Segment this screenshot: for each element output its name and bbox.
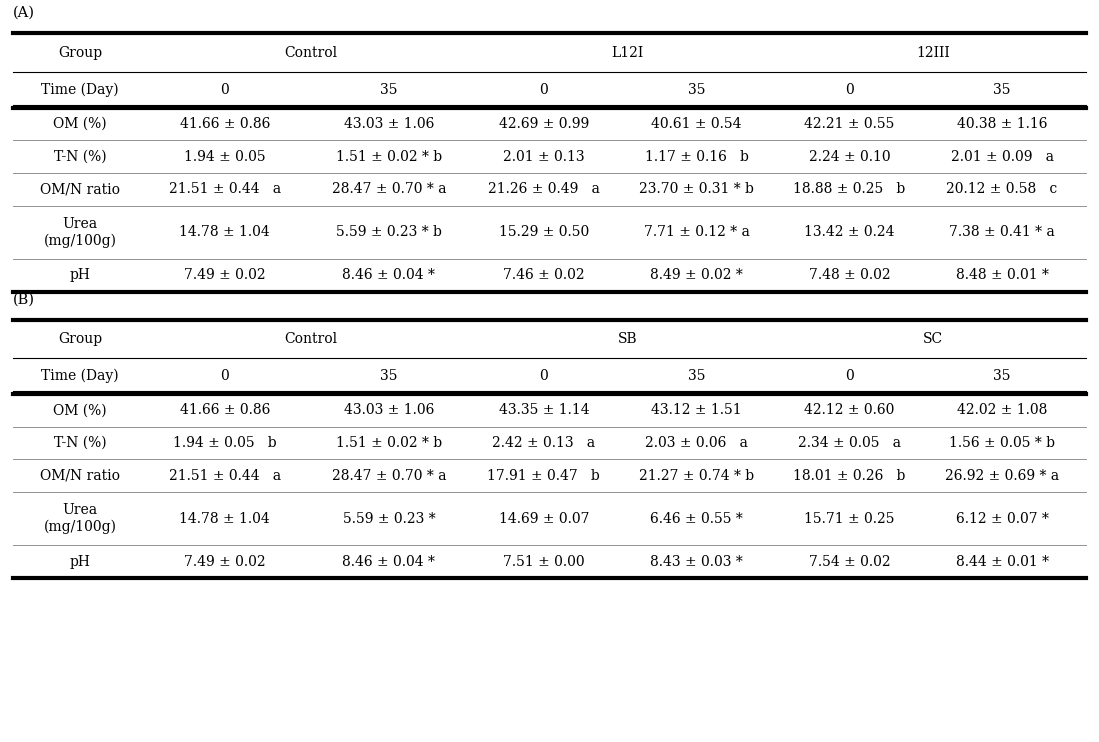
Text: 7.54 ± 0.02: 7.54 ± 0.02: [809, 555, 890, 568]
Text: 35: 35: [688, 370, 706, 383]
Text: 2.34 ± 0.05   a: 2.34 ± 0.05 a: [798, 436, 901, 450]
Text: 8.46 ± 0.04 *: 8.46 ± 0.04 *: [343, 269, 435, 282]
Text: SB: SB: [618, 332, 637, 346]
Text: 2.01 ± 0.13: 2.01 ± 0.13: [503, 150, 585, 163]
Text: (A): (A): [13, 6, 35, 20]
Text: 43.03 ± 1.06: 43.03 ± 1.06: [344, 117, 434, 131]
Text: 15.71 ± 0.25: 15.71 ± 0.25: [804, 512, 895, 525]
Text: 8.44 ± 0.01 *: 8.44 ± 0.01 *: [956, 555, 1048, 568]
Text: 7.46 ± 0.02: 7.46 ± 0.02: [503, 269, 585, 282]
Text: 0: 0: [845, 83, 854, 96]
Text: 8.48 ± 0.01 *: 8.48 ± 0.01 *: [956, 269, 1048, 282]
Text: 42.02 ± 1.08: 42.02 ± 1.08: [957, 404, 1047, 417]
Text: 20.12 ± 0.58   c: 20.12 ± 0.58 c: [946, 183, 1057, 196]
Text: 14.69 ± 0.07: 14.69 ± 0.07: [499, 512, 589, 525]
Text: 5.59 ± 0.23 * b: 5.59 ± 0.23 * b: [336, 226, 442, 239]
Text: 13.42 ± 0.24: 13.42 ± 0.24: [804, 226, 895, 239]
Text: 7.48 ± 0.02: 7.48 ± 0.02: [809, 269, 890, 282]
Text: OM (%): OM (%): [53, 117, 107, 131]
Text: 14.78 ± 1.04: 14.78 ± 1.04: [179, 512, 270, 525]
Text: 43.03 ± 1.06: 43.03 ± 1.06: [344, 404, 434, 417]
Text: Group: Group: [58, 46, 102, 59]
Text: Urea
(mg/100g): Urea (mg/100g): [44, 217, 116, 248]
Text: 35: 35: [380, 370, 398, 383]
Text: (B): (B): [13, 292, 35, 306]
Text: 8.49 ± 0.02 *: 8.49 ± 0.02 *: [651, 269, 743, 282]
Text: 35: 35: [380, 83, 398, 96]
Text: 2.03 ± 0.06   a: 2.03 ± 0.06 a: [645, 436, 748, 450]
Text: Urea
(mg/100g): Urea (mg/100g): [44, 503, 116, 534]
Text: Control: Control: [285, 332, 337, 346]
Text: 7.38 ± 0.41 * a: 7.38 ± 0.41 * a: [950, 226, 1055, 239]
Text: 1.94 ± 0.05   b: 1.94 ± 0.05 b: [173, 436, 277, 450]
Text: 8.43 ± 0.03 *: 8.43 ± 0.03 *: [651, 555, 743, 568]
Text: pH: pH: [69, 269, 90, 282]
Text: 28.47 ± 0.70 * a: 28.47 ± 0.70 * a: [332, 469, 446, 482]
Text: 35: 35: [993, 370, 1011, 383]
Text: L12I: L12I: [611, 46, 644, 59]
Text: 18.01 ± 0.26   b: 18.01 ± 0.26 b: [793, 469, 906, 482]
Text: OM/N ratio: OM/N ratio: [40, 183, 120, 196]
Text: 5.59 ± 0.23 *: 5.59 ± 0.23 *: [343, 512, 435, 525]
Text: 15.29 ± 0.50: 15.29 ± 0.50: [499, 226, 589, 239]
Text: OM/N ratio: OM/N ratio: [40, 469, 120, 482]
Text: Time (Day): Time (Day): [41, 82, 119, 97]
Text: 14.78 ± 1.04: 14.78 ± 1.04: [179, 226, 270, 239]
Text: 1.94 ± 0.05: 1.94 ± 0.05: [184, 150, 266, 163]
Text: 40.38 ± 1.16: 40.38 ± 1.16: [957, 117, 1047, 131]
Text: 2.01 ± 0.09   a: 2.01 ± 0.09 a: [951, 150, 1054, 163]
Text: 0: 0: [221, 83, 230, 96]
Text: 42.21 ± 0.55: 42.21 ± 0.55: [804, 117, 895, 131]
Text: 43.12 ± 1.51: 43.12 ± 1.51: [652, 404, 742, 417]
Text: 42.69 ± 0.99: 42.69 ± 0.99: [499, 117, 589, 131]
Text: 2.42 ± 0.13   a: 2.42 ± 0.13 a: [492, 436, 596, 450]
Text: 21.51 ± 0.44   a: 21.51 ± 0.44 a: [169, 183, 281, 196]
Text: 28.47 ± 0.70 * a: 28.47 ± 0.70 * a: [332, 183, 446, 196]
Text: 0: 0: [540, 370, 548, 383]
Text: 42.12 ± 0.60: 42.12 ± 0.60: [804, 404, 895, 417]
Text: 8.46 ± 0.04 *: 8.46 ± 0.04 *: [343, 555, 435, 568]
Text: Time (Day): Time (Day): [41, 369, 119, 384]
Text: Group: Group: [58, 332, 102, 346]
Text: 7.71 ± 0.12 * a: 7.71 ± 0.12 * a: [644, 226, 750, 239]
Text: 12III: 12III: [917, 46, 950, 59]
Text: T-N (%): T-N (%): [54, 150, 107, 163]
Text: 7.49 ± 0.02: 7.49 ± 0.02: [184, 269, 266, 282]
Text: 2.24 ± 0.10: 2.24 ± 0.10: [809, 150, 890, 163]
Text: 18.88 ± 0.25   b: 18.88 ± 0.25 b: [793, 183, 906, 196]
Text: 35: 35: [688, 83, 706, 96]
Text: 26.92 ± 0.69 * a: 26.92 ± 0.69 * a: [945, 469, 1059, 482]
Text: Control: Control: [285, 46, 337, 59]
Text: OM (%): OM (%): [53, 404, 107, 417]
Text: T-N (%): T-N (%): [54, 436, 107, 450]
Text: 41.66 ± 0.86: 41.66 ± 0.86: [179, 117, 270, 131]
Text: 21.26 ± 0.49   a: 21.26 ± 0.49 a: [488, 183, 600, 196]
Text: 7.51 ± 0.00: 7.51 ± 0.00: [503, 555, 585, 568]
Text: 0: 0: [540, 83, 548, 96]
Text: 21.27 ± 0.74 * b: 21.27 ± 0.74 * b: [639, 469, 754, 482]
Text: 40.61 ± 0.54: 40.61 ± 0.54: [652, 117, 742, 131]
Text: 1.17 ± 0.16   b: 1.17 ± 0.16 b: [645, 150, 748, 163]
Text: 21.51 ± 0.44   a: 21.51 ± 0.44 a: [169, 469, 281, 482]
Text: 35: 35: [993, 83, 1011, 96]
Text: SC: SC: [923, 332, 943, 346]
Text: 1.51 ± 0.02 * b: 1.51 ± 0.02 * b: [336, 150, 442, 163]
Text: 1.51 ± 0.02 * b: 1.51 ± 0.02 * b: [336, 436, 442, 450]
Text: 7.49 ± 0.02: 7.49 ± 0.02: [184, 555, 266, 568]
Text: 0: 0: [845, 370, 854, 383]
Text: 43.35 ± 1.14: 43.35 ± 1.14: [499, 404, 589, 417]
Text: 1.56 ± 0.05 * b: 1.56 ± 0.05 * b: [950, 436, 1055, 450]
Text: 41.66 ± 0.86: 41.66 ± 0.86: [179, 404, 270, 417]
Text: 23.70 ± 0.31 * b: 23.70 ± 0.31 * b: [640, 183, 754, 196]
Text: 0: 0: [221, 370, 230, 383]
Text: 17.91 ± 0.47   b: 17.91 ± 0.47 b: [488, 469, 600, 482]
Text: 6.12 ± 0.07 *: 6.12 ± 0.07 *: [956, 512, 1048, 525]
Text: 6.46 ± 0.55 *: 6.46 ± 0.55 *: [651, 512, 743, 525]
Text: pH: pH: [69, 555, 90, 568]
